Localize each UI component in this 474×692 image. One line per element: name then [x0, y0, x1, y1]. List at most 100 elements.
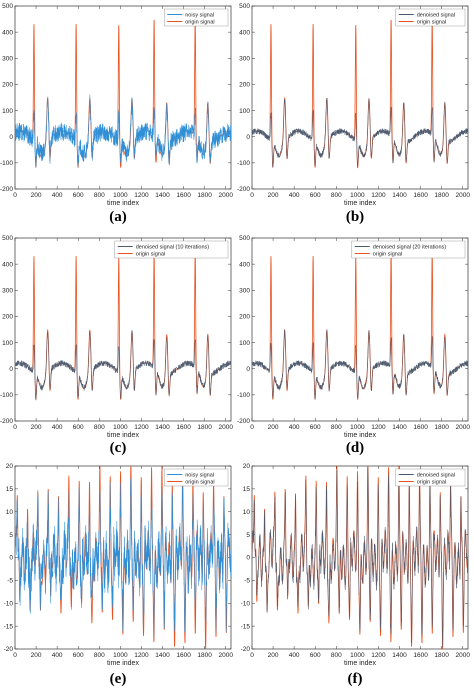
x-tick-label: 600 [73, 192, 84, 199]
legend-label-origin: origin signal [373, 252, 402, 258]
x-tick-label: 0 [250, 652, 254, 659]
y-tick-label: 20 [6, 463, 14, 470]
chart-e-svg: 0 200 400 600 800 1000 1200 1400 1600 1800 2000-20… [4, 463, 234, 667]
caption-b: (b) [345, 209, 365, 225]
x-tick-label: 1000 [113, 192, 128, 199]
legend-label-denoised: denoised signal [417, 13, 455, 19]
y-tick-label: -100 [237, 392, 250, 399]
series-line-denoised [252, 329, 468, 400]
y-tick-label: -100 [0, 392, 13, 399]
x-tick-label: 1800 [197, 652, 212, 659]
y-tick-label: 0 [246, 555, 250, 562]
x-tick-label: 800 [94, 652, 105, 659]
x-tick-label: 1000 [350, 192, 365, 199]
x-tick-label: 1200 [134, 192, 149, 199]
y-tick-label: 100 [239, 340, 250, 347]
y-tick-label: 200 [2, 82, 13, 89]
chart-b-svg: 0 200 400 600 800 1000 1200 1400 1600 1800 2000-20… [237, 3, 470, 207]
x-tick-label: 1400 [155, 192, 170, 199]
x-tick-label: 1400 [155, 424, 170, 431]
y-tick-label: -100 [237, 160, 250, 167]
x-tick-label: 2000 [455, 652, 470, 659]
y-tick-label: 300 [239, 287, 250, 294]
y-tick-label: 200 [2, 314, 13, 321]
x-tick-label: 400 [52, 424, 63, 431]
y-tick-label: 10 [6, 509, 14, 516]
legend-label-origin: origin signal [417, 480, 446, 486]
x-tick-label: 2000 [455, 192, 470, 199]
x-tick-label: 400 [52, 192, 63, 199]
y-tick-label: 300 [2, 55, 13, 62]
y-tick-label: 400 [239, 261, 250, 268]
plot-area [251, 5, 469, 190]
x-tick-label: 0 [250, 424, 254, 431]
x-tick-label: 400 [52, 652, 63, 659]
x-tick-label: 2000 [218, 192, 233, 199]
x-tick-label: 800 [331, 192, 342, 199]
x-tick-label: 0 [13, 424, 17, 431]
plot-area [14, 5, 232, 190]
x-tick-label: 1200 [371, 192, 386, 199]
x-tick-label: 200 [268, 192, 279, 199]
y-tick-label: 0 [246, 134, 250, 141]
caption-e: (e) [109, 671, 127, 687]
legend-label-noisy: noisy signal [185, 473, 214, 479]
x-tick-label: 600 [310, 192, 321, 199]
x-tick-label: 1800 [434, 424, 449, 431]
series-group [15, 250, 231, 401]
x-tick-label: 800 [331, 652, 342, 659]
x-tick-label: 1600 [413, 424, 428, 431]
y-tick-label: 100 [2, 340, 13, 347]
x-tick-label: 1000 [113, 424, 128, 431]
y-tick-label: 0 [246, 366, 250, 373]
y-tick-label: -200 [0, 186, 13, 193]
x-tick-label: 800 [94, 424, 105, 431]
y-tick-label: 300 [2, 287, 13, 294]
caption-d: (d) [345, 440, 365, 456]
y-tick-label: 500 [2, 3, 13, 10]
y-tick-label: 0 [9, 366, 13, 373]
legend-label-origin: origin signal [185, 480, 214, 486]
y-tick-label: 400 [239, 29, 250, 36]
legend-label-denoised: denoised signal [417, 473, 455, 479]
x-tick-label: 1000 [350, 424, 365, 431]
x-axis-label: time index [344, 432, 376, 439]
y-tick-label: 0 [9, 134, 13, 141]
panel-d: 0 200 400 600 800 1000 1200 1400 1600 1800 2000 -20… [237, 232, 474, 447]
y-tick-label: -200 [237, 418, 250, 425]
y-tick-label: -10 [4, 600, 14, 607]
x-tick-label: 600 [73, 652, 84, 659]
x-tick-label: 1600 [176, 192, 191, 199]
panel-a: 0 200 400 600 800 1000 1200 1400 1600 1800 2000 -20… [0, 0, 237, 215]
y-tick-label: 0 [9, 555, 13, 562]
x-tick-label: 400 [289, 652, 300, 659]
x-tick-label: 1200 [134, 424, 149, 431]
y-tick-label: 400 [2, 261, 13, 268]
x-tick-label: 600 [73, 424, 84, 431]
x-axis-label: time index [107, 200, 139, 207]
series-group [252, 466, 468, 649]
series-group [15, 466, 231, 649]
y-tick-label: -20 [4, 646, 14, 653]
y-tick-label: 500 [2, 235, 13, 242]
caption-c: (c) [109, 440, 127, 456]
caption-a: (a) [109, 209, 127, 225]
series-line-denoised [252, 97, 468, 169]
plot-area [14, 237, 232, 422]
x-tick-label: 800 [94, 192, 105, 199]
panel-f: 0 200 400 600 800 1000 1200 1400 1600 1800 2000 -20… [237, 460, 474, 675]
chart-c-svg: 0 200 400 600 800 1000 1200 1400 1600 1800 2000-20… [0, 235, 233, 439]
y-tick-label: -100 [0, 160, 13, 167]
y-tick-label: 100 [239, 108, 250, 115]
panel-b: 0 200 400 600 800 1000 1200 1400 1600 1800 2000 -20… [237, 0, 474, 215]
y-tick-label: 100 [2, 108, 13, 115]
x-tick-label: 1000 [113, 652, 128, 659]
x-tick-label: 1200 [371, 424, 386, 431]
x-tick-label: 200 [268, 424, 279, 431]
y-tick-label: 500 [239, 235, 250, 242]
x-axis-label: time index [107, 660, 139, 667]
x-tick-label: 1800 [434, 192, 449, 199]
x-axis-label: time index [107, 432, 139, 439]
y-tick-label: 10 [243, 509, 251, 516]
series-group [252, 250, 468, 401]
